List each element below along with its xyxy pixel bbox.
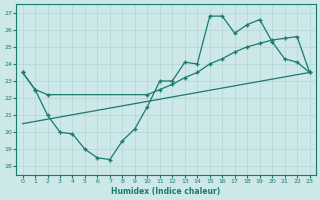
X-axis label: Humidex (Indice chaleur): Humidex (Indice chaleur) — [111, 187, 221, 196]
